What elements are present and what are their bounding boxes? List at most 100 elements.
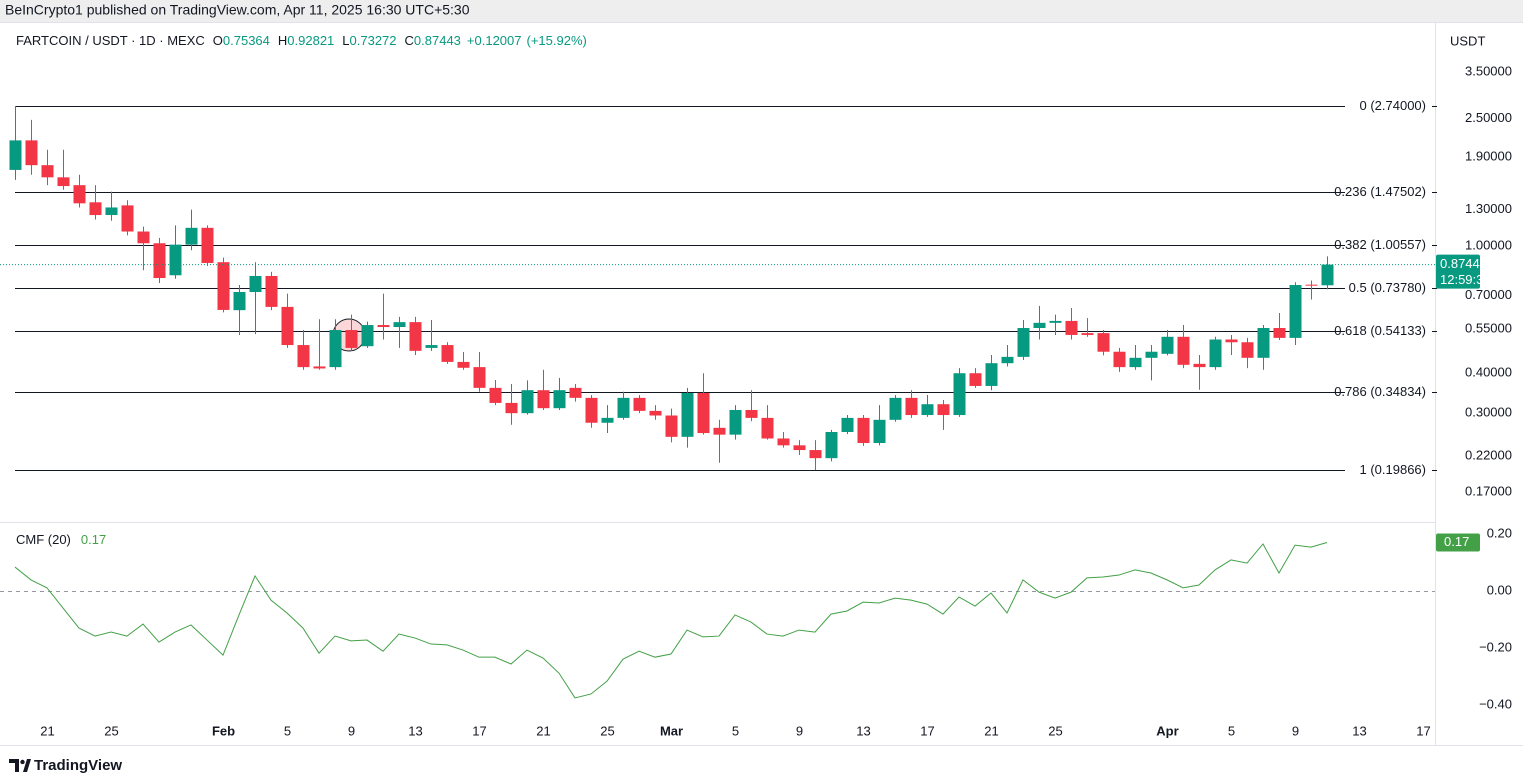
x-tick-label: 21 bbox=[984, 723, 998, 738]
candle-body bbox=[617, 397, 630, 418]
candle-body bbox=[1129, 357, 1142, 368]
x-tick-label: 9 bbox=[1292, 723, 1299, 738]
cmf-legend: CMF (20) 0.17 bbox=[16, 532, 106, 547]
candle-body bbox=[393, 322, 406, 328]
price-pane bbox=[0, 106, 1435, 471]
candle-body bbox=[825, 431, 838, 459]
candle-body bbox=[137, 231, 150, 244]
candle-body bbox=[729, 409, 742, 435]
cmf-pane bbox=[0, 542, 1435, 699]
x-tick-label: 17 bbox=[472, 723, 486, 738]
candle-body bbox=[1289, 285, 1302, 338]
brand-logo bbox=[9, 759, 31, 772]
candle-body bbox=[841, 417, 854, 432]
candle-body bbox=[1241, 342, 1254, 358]
candle-body bbox=[505, 402, 518, 414]
last-price-label: 0.87443 bbox=[1440, 256, 1487, 271]
cmf-value-badge bbox=[1436, 533, 1480, 552]
x-tick-label: 9 bbox=[348, 723, 355, 738]
ohlc-key: L bbox=[342, 33, 349, 48]
candle-body bbox=[585, 397, 598, 423]
candle-body bbox=[649, 410, 662, 416]
y-tick-label: 1.00000 bbox=[1465, 237, 1512, 252]
fib-level-label: 0 (2.74000) bbox=[1360, 98, 1427, 113]
candle-body bbox=[1321, 264, 1334, 286]
candle-body bbox=[777, 438, 790, 446]
candle-body bbox=[89, 202, 102, 216]
x-tick-label: 17 bbox=[920, 723, 934, 738]
candle-body bbox=[409, 322, 422, 351]
candle-body bbox=[1001, 356, 1014, 364]
candle-body bbox=[713, 427, 726, 435]
countdown-label: 12:59:31 bbox=[1440, 272, 1491, 287]
candle-body bbox=[1081, 333, 1094, 335]
candle-body bbox=[233, 292, 246, 311]
change-percent: (+15.92%) bbox=[527, 33, 587, 48]
x-tick-label: Apr bbox=[1156, 723, 1178, 738]
candle-body bbox=[1017, 328, 1030, 357]
y-tick-label: 0.70000 bbox=[1465, 287, 1512, 302]
candle-body bbox=[1049, 320, 1062, 323]
pane-separator-mask bbox=[1436, 522, 1523, 526]
candle-body bbox=[1305, 284, 1318, 286]
fib-level-label: 0.236 (1.47502) bbox=[1334, 184, 1426, 199]
axis-unit: USDT bbox=[1450, 33, 1485, 48]
x-tick-label: 5 bbox=[1228, 723, 1235, 738]
ohlc-key: H bbox=[278, 33, 287, 48]
candle-body bbox=[1065, 320, 1078, 335]
candle-body bbox=[297, 345, 310, 368]
candle-body bbox=[1113, 351, 1126, 368]
candle-body bbox=[697, 392, 710, 434]
candle-body bbox=[9, 140, 22, 170]
candle-body bbox=[953, 373, 966, 416]
candle-body bbox=[457, 361, 470, 368]
cmf-value-label: 0.17 bbox=[1444, 534, 1469, 549]
candle-body bbox=[1225, 339, 1238, 343]
candle-body bbox=[745, 409, 758, 418]
candle-body bbox=[169, 244, 182, 276]
y-tick-label: 0.17000 bbox=[1465, 483, 1512, 498]
candle-body bbox=[985, 363, 998, 386]
candle-body bbox=[153, 243, 166, 279]
candle-body bbox=[249, 275, 262, 293]
candle-body bbox=[1177, 336, 1190, 365]
candle-body bbox=[265, 275, 278, 307]
x-tick-label: 17 bbox=[1416, 723, 1430, 738]
symbol-legend: FARTCOIN / USDT · 1D · MEXC O0.75364 H0.92… bbox=[16, 33, 587, 48]
candle-body bbox=[425, 345, 438, 348]
fib-level-label: 0.382 (1.00557) bbox=[1334, 237, 1426, 252]
x-tick-label: 25 bbox=[600, 723, 614, 738]
candle-body bbox=[25, 140, 38, 166]
cmf-legend-value: 0.17 bbox=[81, 532, 106, 547]
candle-body bbox=[281, 306, 294, 346]
brand-name: TradingView bbox=[34, 757, 122, 774]
y-tick-label: 3.50000 bbox=[1465, 64, 1512, 79]
y-tick-label: 0.00 bbox=[1487, 582, 1512, 597]
fib-level-label: 1 (0.19866) bbox=[1360, 462, 1427, 477]
cmf-title: CMF (20) bbox=[16, 532, 71, 547]
candle-body bbox=[761, 417, 774, 439]
fib-level-label: 0.786 (0.34834) bbox=[1334, 384, 1426, 399]
publisher-bar bbox=[0, 0, 1523, 22]
candle-body bbox=[473, 367, 486, 388]
x-tick-label: 5 bbox=[284, 723, 291, 738]
ohlc-value: 0.87443 bbox=[414, 33, 461, 48]
candle-body bbox=[1193, 363, 1206, 368]
x-tick-label: 5 bbox=[732, 723, 739, 738]
x-tick-label: 13 bbox=[856, 723, 870, 738]
y-tick-label: 1.30000 bbox=[1465, 201, 1512, 216]
x-tick-label: 21 bbox=[40, 723, 54, 738]
candle-body bbox=[537, 390, 550, 409]
candle-body bbox=[521, 390, 534, 414]
candle-body bbox=[361, 325, 374, 347]
y-tick-label: 0.22000 bbox=[1465, 448, 1512, 463]
fib-level-label: 0.618 (0.54133) bbox=[1334, 323, 1426, 338]
candle-body bbox=[201, 227, 214, 263]
cmf-line bbox=[14, 542, 1328, 699]
y-tick-label: −0.20 bbox=[1479, 639, 1512, 654]
candle-body bbox=[1257, 328, 1270, 358]
x-tick-label: 25 bbox=[1048, 723, 1062, 738]
ohlc-value: 0.92821 bbox=[287, 33, 334, 48]
candle-body bbox=[121, 205, 134, 232]
